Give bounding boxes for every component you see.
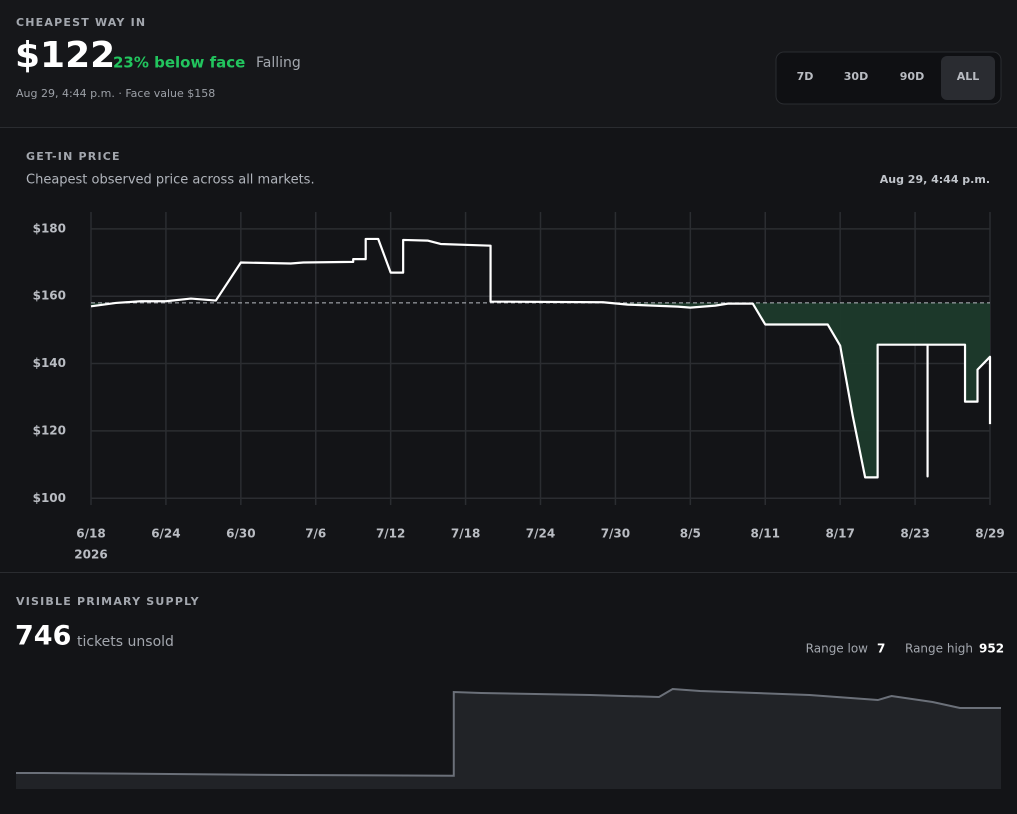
- section-subtitle: Cheapest observed price across all marke…: [26, 173, 315, 188]
- range-button[interactable]: 30D: [844, 70, 868, 83]
- x-tick-label: 7/30: [601, 527, 630, 541]
- x-tick-label: 7/18: [451, 527, 480, 541]
- x-tick-label: 6/18: [76, 527, 105, 541]
- range-button[interactable]: ALL: [941, 56, 995, 100]
- section-label: GET-IN PRICE: [26, 150, 121, 163]
- supply-label: VISIBLE PRIMARY SUPPLY: [16, 595, 200, 608]
- range-button-label[interactable]: 7D: [797, 70, 814, 83]
- x-tick-label: 8/23: [900, 527, 929, 541]
- header-label: CHEAPEST WAY IN: [16, 16, 146, 29]
- range-button-bg[interactable]: [941, 56, 995, 100]
- y-tick-label: $100: [33, 491, 66, 505]
- supply-unit: tickets unsold: [77, 634, 174, 650]
- x-tick-label: 8/29: [975, 527, 1004, 541]
- supply-count: 746: [15, 621, 71, 652]
- x-tick-label: 6/30: [226, 527, 255, 541]
- current-price: $122: [15, 35, 115, 76]
- range-high: 952: [979, 642, 1004, 656]
- y-tick-label: $160: [33, 289, 66, 303]
- x-tick-label: 7/6: [305, 527, 326, 541]
- x-year-label: 2026: [74, 548, 107, 562]
- x-tick-label: 7/24: [526, 527, 555, 541]
- range-high-label: Range high: [905, 642, 973, 656]
- trend: Falling: [256, 55, 301, 71]
- x-tick-label: 8/5: [680, 527, 701, 541]
- y-tick-label: $140: [33, 356, 66, 370]
- price-chart: $100 $120 $140 $160 $180 6/18 6/24 6/30 7/6 7/12 7…: [33, 212, 1005, 562]
- below-face-area: [91, 302, 990, 478]
- range-button-label[interactable]: ALL: [957, 70, 980, 83]
- discount: 23% below face: [113, 54, 245, 72]
- range-button[interactable]: 90D: [900, 70, 924, 83]
- supply-line: [16, 687, 1001, 777]
- timestamp: Aug 29, 4:44 p.m.: [880, 173, 990, 186]
- range-buttons: 7D 30D 90D ALL: [797, 56, 995, 100]
- price-line: [90, 237, 992, 479]
- range-button-label[interactable]: 30D: [844, 70, 868, 83]
- x-tick-label: 7/12: [376, 527, 405, 541]
- x-tick-label: 6/24: [151, 527, 180, 541]
- supply-area: [16, 689, 1001, 789]
- header-meta: Aug 29, 4:44 p.m. · Face value $158: [16, 87, 215, 100]
- range-button[interactable]: 7D: [797, 70, 814, 83]
- x-tick-label: 8/17: [825, 527, 854, 541]
- supply-chart: [16, 687, 1001, 789]
- range-button-label[interactable]: 90D: [900, 70, 924, 83]
- y-tick-label: $180: [33, 221, 66, 235]
- range-low-label: Range low: [806, 642, 869, 656]
- range-low: 7: [877, 642, 885, 656]
- y-tick-label: $120: [33, 423, 66, 437]
- x-tick-label: 8/11: [751, 527, 780, 541]
